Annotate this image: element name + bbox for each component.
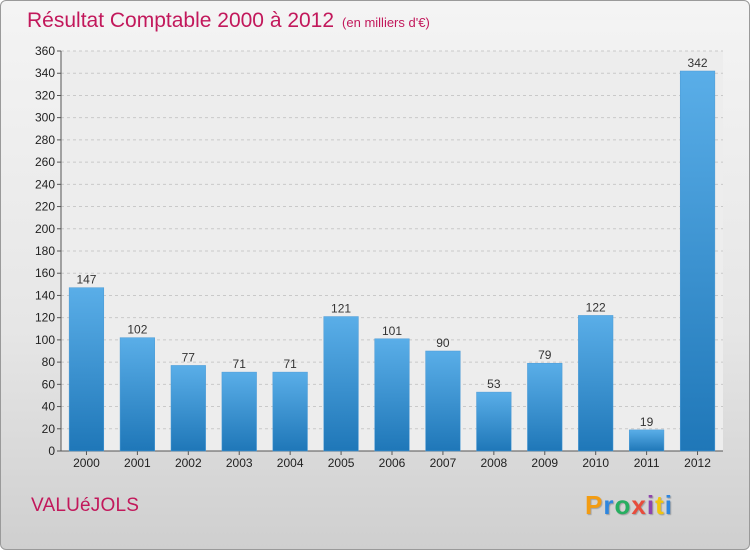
y-tick-label: 100: [35, 333, 55, 347]
data-label-2003: 71: [233, 357, 247, 371]
y-tick-label: 60: [42, 377, 56, 391]
y-tick-label: 0: [48, 444, 55, 458]
bar-2001: [119, 337, 155, 452]
x-tick-label-2009: 2009: [531, 456, 558, 470]
x-tick-label-2003: 2003: [226, 456, 253, 470]
y-tick-label: 240: [35, 177, 55, 191]
y-tick-label: 80: [42, 355, 56, 369]
y-tick-label: 300: [35, 111, 55, 125]
x-tick-label-2005: 2005: [328, 456, 355, 470]
data-label-2004: 71: [283, 357, 297, 371]
chart-title: Résultat Comptable 2000 à 2012 (en millie…: [27, 9, 430, 33]
bar-2002: [170, 365, 206, 452]
data-label-2007: 90: [436, 336, 450, 350]
bar-2003: [221, 371, 257, 452]
data-label-2012: 342: [688, 56, 708, 70]
data-label-2008: 53: [487, 377, 501, 391]
x-tick-label-2010: 2010: [582, 456, 609, 470]
data-label-2002: 77: [182, 350, 196, 364]
commune-name: VALUéJOLS: [31, 495, 140, 516]
bar-2012: [679, 70, 716, 452]
y-tick-label: 20: [42, 422, 56, 436]
y-tick-label: 200: [35, 222, 55, 236]
data-label-2011: 19: [640, 415, 654, 429]
data-label-2006: 101: [382, 324, 402, 338]
y-tick-label: 220: [35, 200, 55, 214]
y-tick-label: 340: [35, 66, 55, 80]
x-tick-label-2001: 2001: [124, 456, 151, 470]
bar-2010: [578, 315, 614, 452]
x-tick-label-2011: 2011: [634, 456, 660, 470]
x-tick-label-2000: 2000: [73, 456, 100, 470]
data-label-2000: 147: [76, 273, 96, 287]
data-label-2010: 122: [586, 300, 606, 314]
x-tick-label-2006: 2006: [379, 456, 406, 470]
bar-2009: [527, 362, 563, 452]
y-tick-label: 120: [35, 311, 55, 325]
proxiti-logo[interactable]: Proxiti: [585, 490, 673, 520]
y-tick-label: 320: [35, 88, 55, 102]
bar-2006: [374, 338, 410, 452]
x-tick-label-2002: 2002: [175, 456, 202, 470]
x-tick-label-2012: 2012: [684, 456, 711, 470]
y-tick-label: 180: [35, 244, 55, 258]
bar-2004: [272, 371, 308, 452]
bar-2005: [323, 316, 359, 452]
data-label-2001: 102: [127, 323, 147, 337]
bar-2008: [476, 391, 512, 452]
bar-2011: [629, 429, 665, 452]
data-label-2005: 121: [331, 302, 351, 316]
bar-2000: [68, 287, 105, 452]
data-labels: 147 102 77 71 71 121 101 90 53 79 122 19 342: [76, 56, 707, 429]
x-tick-label-2007: 2007: [430, 456, 457, 470]
x-tick-label-2008: 2008: [480, 456, 507, 470]
y-tick-label: 280: [35, 133, 55, 147]
y-tick-label: 160: [35, 266, 55, 280]
title-text: Résultat Comptable 2000 à 2012: [27, 9, 335, 32]
y-tick-label: 140: [35, 288, 55, 302]
y-tick-label: 260: [35, 155, 55, 169]
bars: [68, 70, 716, 452]
data-label-2009: 79: [538, 348, 552, 362]
y-tick-label: 360: [35, 44, 55, 58]
bar-2007: [425, 350, 461, 452]
x-tick-label-2004: 2004: [277, 456, 304, 470]
title-unit: (en milliers d'€): [342, 15, 430, 30]
y-tick-label: 40: [42, 400, 56, 414]
